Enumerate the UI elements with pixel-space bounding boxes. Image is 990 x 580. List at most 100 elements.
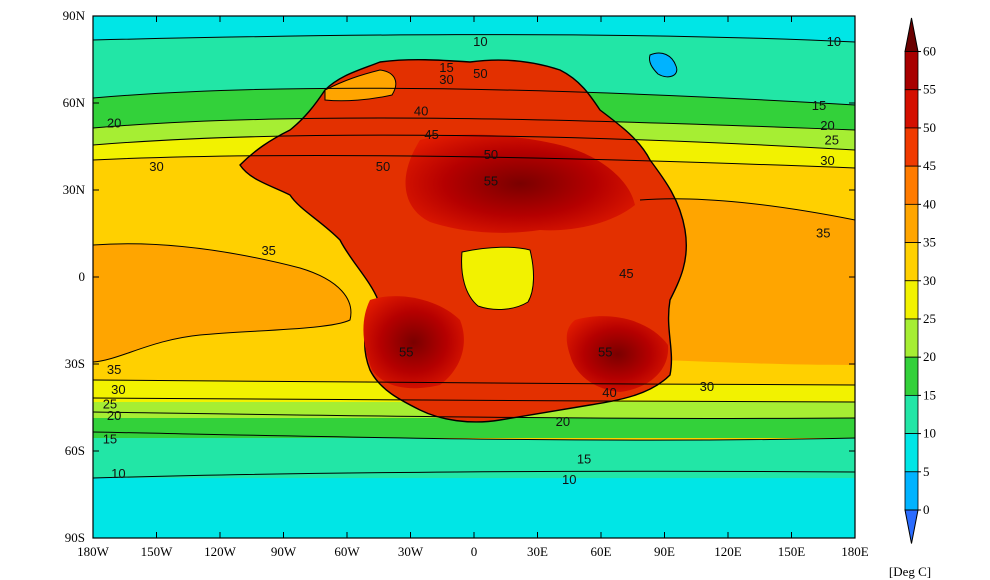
contour-label: 20: [107, 408, 121, 423]
contour-line: [93, 379, 855, 386]
colorbar-swatch: [904, 89, 919, 129]
colorbar-swatch: [904, 318, 919, 358]
colorbar-swatch: [904, 165, 919, 205]
x-tick-label: 120W: [204, 544, 237, 559]
x-tick-label: 120E: [714, 544, 742, 559]
contour-label: 15: [577, 452, 591, 467]
colorbar-swatch: [904, 127, 919, 167]
contour-label: 20: [556, 414, 570, 429]
colorbar-level-label: 55: [923, 82, 936, 97]
contour-line: [639, 198, 855, 221]
colorbar-level-label: 5: [923, 464, 930, 479]
contour-label: 20: [107, 115, 121, 130]
contour-line: [93, 397, 855, 403]
contour-line: [93, 431, 855, 441]
contour-label: 55: [399, 344, 413, 359]
x-tick-label: 30E: [527, 544, 548, 559]
contour-label: 50: [484, 147, 498, 162]
contour-label: 10: [827, 34, 841, 49]
contour-lines: [93, 34, 855, 479]
contour-line: [93, 411, 855, 419]
contour-label: 55: [484, 173, 498, 188]
colorbar-level-label: 20: [923, 349, 936, 364]
colorbar-swatch: [904, 203, 919, 243]
contour-line: [93, 134, 855, 151]
contour-label: 55: [598, 344, 612, 359]
northern-island: [324, 69, 397, 102]
landmass-core-southeast: [566, 316, 669, 392]
contour-line: [93, 470, 855, 479]
colorbar-max-arrow: [904, 17, 919, 53]
contour-line: [93, 243, 352, 363]
colorbar-level-label: 35: [923, 235, 936, 250]
x-tick-label: 90E: [654, 544, 675, 559]
colorbar-level-label: 40: [923, 196, 936, 211]
contour-label: 40: [414, 104, 428, 119]
x-tick-label: 60E: [591, 544, 612, 559]
contour-label: 15: [439, 60, 453, 75]
x-tick-label: 30W: [398, 544, 424, 559]
contour-label: 40: [602, 385, 616, 400]
contour-label: 50: [376, 159, 390, 174]
colorbar-unit-label: [Deg C]: [889, 564, 931, 579]
contour-label: 20: [820, 118, 834, 133]
colorbar-swatch: [904, 471, 919, 511]
contour-line: [93, 34, 855, 43]
y-tick-label: 60S: [65, 443, 85, 458]
x-tick-label: 180E: [841, 544, 869, 559]
axes: 180W 150W 120W 90W 60W 30W 0 30E 60E 90E 120E 150E 1…: [63, 8, 869, 559]
contour-label: 30: [820, 153, 834, 168]
inner-sea-yellow: [461, 246, 534, 310]
x-tick-label: 0: [471, 544, 478, 559]
y-tick-label: 60N: [63, 95, 86, 110]
band-south-15-20: [93, 432, 855, 478]
x-tick-label: 150E: [778, 544, 806, 559]
contour-label: 10: [473, 34, 487, 49]
landmass-core-southwest: [363, 296, 464, 389]
contour-label: 25: [103, 397, 117, 412]
y-tick-label: 30N: [63, 182, 86, 197]
x-tick-label: 60W: [334, 544, 360, 559]
y-tick-label: 90S: [65, 530, 85, 545]
contour-label: 35: [816, 226, 830, 241]
contour-label: 35: [261, 243, 275, 258]
contour-label: 30: [700, 379, 714, 394]
contour-label: 45: [619, 266, 633, 281]
contour-line: [93, 154, 855, 169]
colorbar-swatch: [904, 51, 919, 91]
colorbar-level-label: 0: [923, 502, 930, 517]
x-tick-label: 180W: [77, 544, 110, 559]
band-tropic-35-40-west: [93, 243, 351, 362]
x-tick-label: 150W: [141, 544, 174, 559]
contour-label: 30: [439, 72, 453, 87]
y-tick-label: 30S: [65, 356, 85, 371]
band-south-cold: [93, 471, 855, 538]
contour-label: 50: [473, 66, 487, 81]
colorbar-swatch: [904, 394, 919, 434]
contour-label: 45: [424, 127, 438, 142]
colorbar: 0 5 10 15 20 25 30 35 40 45 50 55 60 [Deg C]: [889, 17, 936, 579]
contour-label: 30: [149, 159, 163, 174]
y-tick-label: 90N: [63, 8, 86, 23]
arctic-polar-lake: [649, 52, 678, 78]
contour-label: 25: [824, 133, 838, 148]
contour-line: [93, 117, 855, 131]
contour-label: 35: [107, 362, 121, 377]
band-tropic-35-40-east: [640, 198, 855, 365]
colorbar-swatch: [904, 356, 919, 396]
contour-label: 15: [103, 431, 117, 446]
colorbar-swatch: [904, 242, 919, 282]
contour-label: 30: [111, 382, 125, 397]
colorbar-level-label: 50: [923, 120, 936, 135]
colorbar-level-label: 25: [923, 311, 936, 326]
contour-label: 10: [562, 472, 576, 487]
colorbar-swatch: [904, 280, 919, 320]
colorbar-level-label: 30: [923, 273, 936, 288]
colorbar-level-label: 15: [923, 387, 936, 402]
contour-line: [93, 87, 855, 106]
contour-label: 15: [812, 98, 826, 113]
y-tick-label: 0: [79, 269, 86, 284]
contour-label: 10: [111, 466, 125, 481]
